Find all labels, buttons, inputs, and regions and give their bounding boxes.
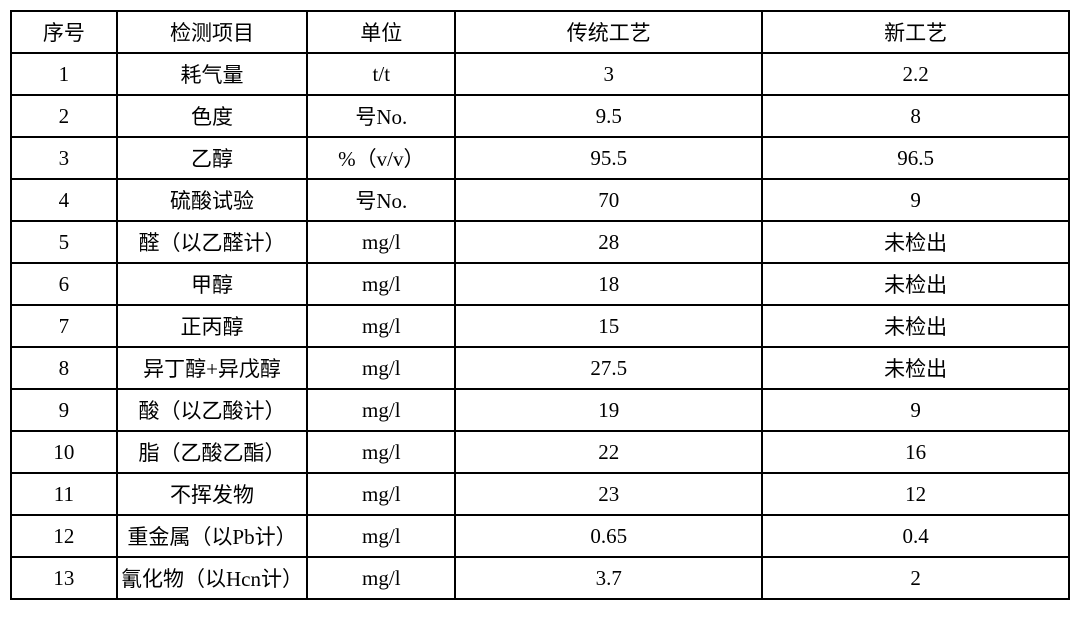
cell-unit: mg/l [307, 347, 455, 389]
cell-new: 未检出 [762, 347, 1069, 389]
table-row: 6 甲醇 mg/l 18 未检出 [11, 263, 1069, 305]
table-row: 12 重金属（以Pb计） mg/l 0.65 0.4 [11, 515, 1069, 557]
cell-item: 正丙醇 [117, 305, 307, 347]
table-row: 9 酸（以乙酸计） mg/l 19 9 [11, 389, 1069, 431]
cell-seq: 6 [11, 263, 117, 305]
cell-trad: 70 [455, 179, 762, 221]
cell-unit: mg/l [307, 557, 455, 599]
cell-seq: 8 [11, 347, 117, 389]
cell-item: 氰化物（以Hcn计） [117, 557, 307, 599]
cell-trad: 3.7 [455, 557, 762, 599]
cell-new: 2 [762, 557, 1069, 599]
table-row: 5 醛（以乙醛计） mg/l 28 未检出 [11, 221, 1069, 263]
cell-seq: 9 [11, 389, 117, 431]
cell-unit: mg/l [307, 305, 455, 347]
cell-unit: 号No. [307, 95, 455, 137]
cell-trad: 27.5 [455, 347, 762, 389]
cell-seq: 5 [11, 221, 117, 263]
cell-unit: mg/l [307, 263, 455, 305]
cell-unit: mg/l [307, 515, 455, 557]
cell-new: 12 [762, 473, 1069, 515]
table-row: 10 脂（乙酸乙酯） mg/l 22 16 [11, 431, 1069, 473]
table-row: 13 氰化物（以Hcn计） mg/l 3.7 2 [11, 557, 1069, 599]
table-row: 4 硫酸试验 号No. 70 9 [11, 179, 1069, 221]
cell-new: 9 [762, 179, 1069, 221]
table-row: 8 异丁醇+异戊醇 mg/l 27.5 未检出 [11, 347, 1069, 389]
cell-unit: %（v/v） [307, 137, 455, 179]
table-body: 1 耗气量 t/t 3 2.2 2 色度 号No. 9.5 8 3 乙醇 %（v… [11, 53, 1069, 599]
cell-item: 酸（以乙酸计） [117, 389, 307, 431]
cell-trad: 0.65 [455, 515, 762, 557]
cell-trad: 19 [455, 389, 762, 431]
cell-item: 脂（乙酸乙酯） [117, 431, 307, 473]
table-row: 3 乙醇 %（v/v） 95.5 96.5 [11, 137, 1069, 179]
cell-item: 重金属（以Pb计） [117, 515, 307, 557]
cell-trad: 28 [455, 221, 762, 263]
cell-item: 色度 [117, 95, 307, 137]
header-item: 检测项目 [117, 11, 307, 53]
cell-new: 16 [762, 431, 1069, 473]
cell-item: 耗气量 [117, 53, 307, 95]
cell-new: 未检出 [762, 221, 1069, 263]
cell-new: 0.4 [762, 515, 1069, 557]
cell-seq: 13 [11, 557, 117, 599]
table-header-row: 序号 检测项目 单位 传统工艺 新工艺 [11, 11, 1069, 53]
cell-unit: 号No. [307, 179, 455, 221]
cell-trad: 18 [455, 263, 762, 305]
cell-unit: mg/l [307, 431, 455, 473]
cell-new: 96.5 [762, 137, 1069, 179]
comparison-table: 序号 检测项目 单位 传统工艺 新工艺 1 耗气量 t/t 3 2.2 2 色度… [10, 10, 1070, 600]
header-new: 新工艺 [762, 11, 1069, 53]
table-row: 2 色度 号No. 9.5 8 [11, 95, 1069, 137]
cell-item: 硫酸试验 [117, 179, 307, 221]
cell-item: 醛（以乙醛计） [117, 221, 307, 263]
cell-seq: 12 [11, 515, 117, 557]
table-row: 11 不挥发物 mg/l 23 12 [11, 473, 1069, 515]
cell-trad: 9.5 [455, 95, 762, 137]
cell-item: 乙醇 [117, 137, 307, 179]
cell-new: 2.2 [762, 53, 1069, 95]
cell-new: 8 [762, 95, 1069, 137]
cell-new: 未检出 [762, 263, 1069, 305]
cell-item: 甲醇 [117, 263, 307, 305]
cell-new: 未检出 [762, 305, 1069, 347]
cell-seq: 11 [11, 473, 117, 515]
cell-seq: 10 [11, 431, 117, 473]
cell-unit: mg/l [307, 473, 455, 515]
table-row: 7 正丙醇 mg/l 15 未检出 [11, 305, 1069, 347]
cell-trad: 23 [455, 473, 762, 515]
cell-trad: 3 [455, 53, 762, 95]
header-seq: 序号 [11, 11, 117, 53]
cell-new: 9 [762, 389, 1069, 431]
cell-seq: 2 [11, 95, 117, 137]
cell-trad: 95.5 [455, 137, 762, 179]
cell-unit: mg/l [307, 221, 455, 263]
cell-seq: 3 [11, 137, 117, 179]
cell-unit: mg/l [307, 389, 455, 431]
cell-trad: 22 [455, 431, 762, 473]
cell-seq: 1 [11, 53, 117, 95]
cell-item: 异丁醇+异戊醇 [117, 347, 307, 389]
header-unit: 单位 [307, 11, 455, 53]
cell-unit: t/t [307, 53, 455, 95]
table-row: 1 耗气量 t/t 3 2.2 [11, 53, 1069, 95]
cell-seq: 4 [11, 179, 117, 221]
cell-trad: 15 [455, 305, 762, 347]
cell-item: 不挥发物 [117, 473, 307, 515]
cell-seq: 7 [11, 305, 117, 347]
header-traditional: 传统工艺 [455, 11, 762, 53]
